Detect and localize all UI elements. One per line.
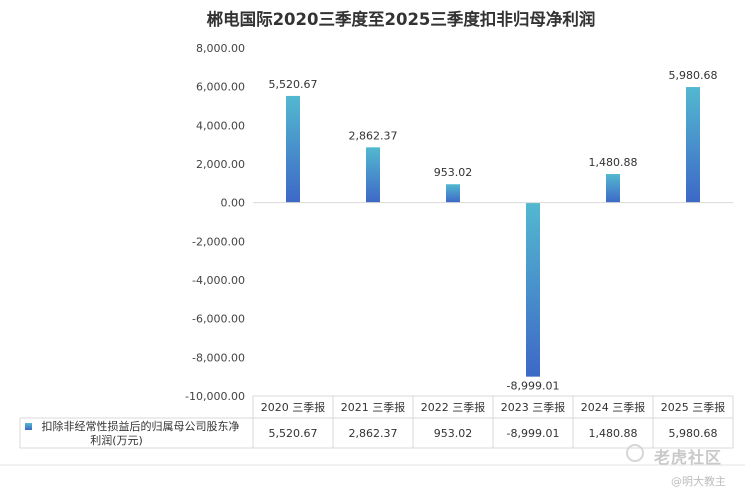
y-tick-label: -6,000.00 xyxy=(192,313,245,326)
x-tick-label: 2020 三季报 xyxy=(261,400,326,414)
data-label: 5,980.68 xyxy=(669,69,718,82)
legend-swatch xyxy=(25,423,32,430)
data-label: 2,862.37 xyxy=(349,129,398,142)
data-label: 1,480.88 xyxy=(589,156,638,169)
table-value: 5,520.67 xyxy=(269,427,318,440)
watermark-logo-icon xyxy=(626,444,644,462)
x-tick-label: 2024 三季报 xyxy=(581,400,646,414)
table-value: -8,999.01 xyxy=(507,427,560,440)
y-tick-label: -4,000.00 xyxy=(192,274,245,287)
data-label: -8,999.01 xyxy=(507,380,560,393)
y-tick-label: 4,000.00 xyxy=(196,119,245,132)
bars xyxy=(286,87,700,377)
y-tick-label: 0.00 xyxy=(221,197,246,210)
bar xyxy=(366,147,380,203)
watermark-brand: 老虎社区 xyxy=(654,448,723,467)
x-tick-label: 2025 三季报 xyxy=(661,400,726,414)
bar xyxy=(286,95,300,203)
y-tick-label: 2,000.00 xyxy=(196,158,245,171)
bar xyxy=(606,174,620,203)
table-value: 953.02 xyxy=(434,427,473,440)
bar xyxy=(446,184,460,203)
watermark-user: @明大教主 xyxy=(671,475,726,488)
bar xyxy=(526,202,540,377)
bar xyxy=(686,87,700,203)
x-tick-label: 2021 三季报 xyxy=(341,400,406,414)
y-tick-label: -8,000.00 xyxy=(192,351,245,364)
chart-title: 郴电国际2020三季度至2025三季度扣非归母净利润 xyxy=(207,9,596,29)
data-labels: 5,520.67 2,862.37 953.02 -8,999.01 1,480.88 5… xyxy=(269,69,718,393)
x-tick-label: 2022 三季报 xyxy=(421,400,486,414)
table-value: 1,480.88 xyxy=(589,427,638,440)
y-tick-label: 8,000.00 xyxy=(196,42,245,55)
table-value: 2,862.37 xyxy=(349,427,398,440)
data-label: 5,520.67 xyxy=(269,78,318,91)
y-tick-label: -10,000.00 xyxy=(185,390,245,403)
y-tick-label: -2,000.00 xyxy=(192,235,245,248)
x-tick-label: 2023 三季报 xyxy=(501,400,566,414)
data-table: 2020 三季报 5,520.67 2021 三季报 2,862.37 2022 三季报… xyxy=(19,395,734,449)
data-label: 953.02 xyxy=(434,166,473,179)
y-tick-label: 6,000.00 xyxy=(196,81,245,94)
y-axis: 8,000.00 6,000.00 4,000.00 2,000.00 0.00 -2,0… xyxy=(185,42,245,403)
legend-label: 扣除非经常性损益后的归属母公司股东净利润(万元) xyxy=(42,419,240,447)
table-value: 5,980.68 xyxy=(669,427,718,440)
